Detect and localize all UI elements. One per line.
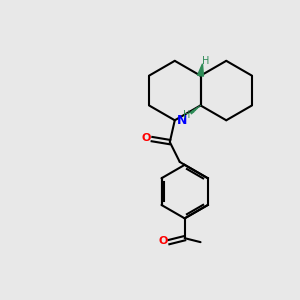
Text: N: N — [176, 114, 187, 127]
Text: O: O — [141, 133, 151, 143]
Text: H: H — [202, 56, 209, 66]
Text: H: H — [183, 110, 190, 120]
Text: O: O — [158, 236, 168, 246]
Polygon shape — [198, 64, 203, 76]
